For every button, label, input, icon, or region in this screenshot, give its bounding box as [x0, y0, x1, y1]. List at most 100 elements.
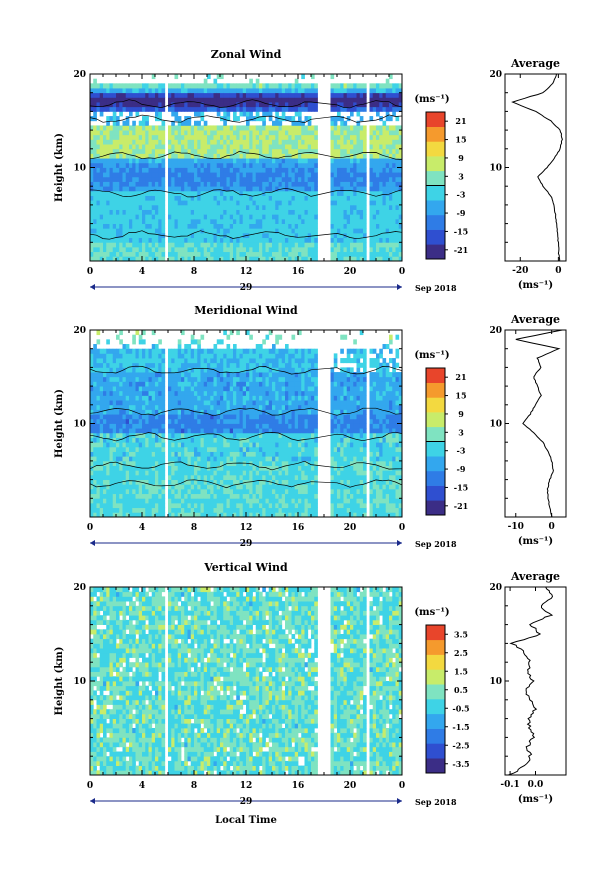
heatmap-cell — [272, 246, 276, 253]
heatmap-cell — [268, 153, 273, 159]
heatmap-cell — [90, 428, 94, 434]
heatmap-cell — [207, 372, 211, 378]
heatmap-cell — [90, 498, 94, 504]
heatmap-cell — [190, 97, 195, 103]
heatmap-cell — [275, 134, 279, 140]
heatmap-cell — [129, 442, 133, 448]
heatmap-cell — [311, 162, 315, 168]
heatmap-cell — [207, 358, 211, 364]
heatmap-cell — [246, 162, 250, 168]
heatmap-cell — [246, 214, 250, 220]
heatmap-cell — [343, 144, 348, 150]
heatmap-cell — [112, 386, 117, 392]
heatmap-cell — [174, 176, 179, 182]
heatmap-cell — [288, 232, 292, 239]
heatmap-cell — [194, 83, 198, 89]
heatmap-cell — [99, 162, 104, 168]
heatmap-cell — [151, 139, 156, 145]
heatmap-cell — [197, 209, 201, 215]
heatmap-cell — [353, 195, 357, 201]
heatmap-cell — [161, 237, 166, 243]
heatmap-cell — [330, 106, 335, 112]
heatmap-cell — [291, 148, 296, 154]
heatmap-cell — [112, 162, 117, 168]
heatmap-cell — [223, 214, 227, 220]
heatmap-cell — [311, 181, 315, 187]
heatmap-cell — [145, 470, 149, 476]
heatmap-cell — [99, 256, 104, 262]
heatmap-cell — [194, 484, 198, 490]
heatmap-cell — [116, 181, 120, 187]
heatmap-cell — [226, 442, 231, 448]
heatmap-cell — [93, 153, 97, 159]
heatmap-cell — [138, 414, 143, 420]
heatmap-cell — [132, 367, 136, 373]
heatmap-cell — [330, 120, 335, 126]
heatmap-cell — [203, 167, 208, 173]
heatmap-cell — [155, 344, 159, 350]
heatmap-cell — [294, 190, 299, 196]
heatmap-cell — [259, 228, 263, 234]
heatmap-cell — [171, 200, 175, 206]
heatmap-cell — [207, 348, 211, 354]
heatmap-cell — [285, 139, 289, 145]
heatmap-cell — [161, 395, 166, 401]
heatmap-cell — [197, 130, 201, 136]
heatmap-cell — [148, 200, 153, 206]
heatmap-cell — [291, 167, 296, 173]
heatmap-cell — [99, 88, 104, 94]
heatmap-cell — [311, 237, 315, 243]
heatmap-cell — [363, 204, 367, 210]
heatmap-cell — [194, 400, 198, 406]
heatmap-cell — [233, 162, 237, 168]
heatmap-cell — [168, 134, 172, 140]
heatmap-cell — [184, 437, 188, 443]
heatmap-cell — [109, 232, 114, 239]
heatmap-cell — [304, 88, 309, 94]
colorbar-segment — [426, 200, 445, 216]
heatmap-cell — [155, 460, 159, 466]
heatmap-cell — [148, 181, 153, 187]
heatmap-cell — [103, 395, 107, 401]
heatmap-cell — [106, 181, 110, 187]
heatmap-cell — [132, 106, 136, 112]
heatmap-cell — [158, 372, 162, 378]
heatmap-cell — [109, 442, 114, 448]
heatmap-cell — [398, 204, 403, 210]
heatmap-cell — [184, 92, 188, 98]
heatmap-cell — [145, 130, 149, 136]
heatmap-cell — [333, 148, 338, 154]
heatmap-cell — [353, 209, 357, 215]
heatmap-cell — [106, 404, 110, 410]
heatmap-cell — [275, 223, 279, 229]
heatmap-cell — [129, 200, 133, 206]
heatmap-cell — [262, 92, 266, 98]
heatmap-cell — [116, 214, 120, 220]
heatmap-cell — [151, 148, 156, 154]
heatmap-cell — [379, 176, 383, 182]
heatmap-cell — [177, 376, 182, 382]
heatmap-cell — [129, 228, 133, 234]
heatmap-cell — [216, 502, 221, 509]
heatmap-cell — [278, 153, 283, 159]
heatmap-cell — [268, 181, 273, 187]
heatmap-cell — [125, 432, 130, 438]
heatmap-cell — [106, 242, 110, 248]
heatmap-cell — [174, 488, 179, 495]
heatmap-cell — [363, 167, 367, 173]
heatmap-cell — [353, 181, 357, 187]
heatmap-cell — [372, 176, 377, 182]
heatmap-cell — [112, 507, 117, 513]
heatmap-cell — [268, 92, 273, 98]
heatmap-cell — [184, 479, 188, 485]
heatmap-cell — [213, 162, 218, 168]
heatmap-cell — [168, 242, 172, 248]
heatmap-cell — [181, 386, 185, 392]
heatmap-cell — [278, 125, 283, 131]
heatmap-cell — [194, 153, 198, 159]
heatmap-cell — [350, 139, 354, 145]
heatmap-cell — [311, 134, 315, 140]
colorbar-tick-label: 9 — [458, 153, 464, 163]
heatmap-cell — [145, 102, 149, 108]
heatmap-cell — [119, 88, 123, 94]
